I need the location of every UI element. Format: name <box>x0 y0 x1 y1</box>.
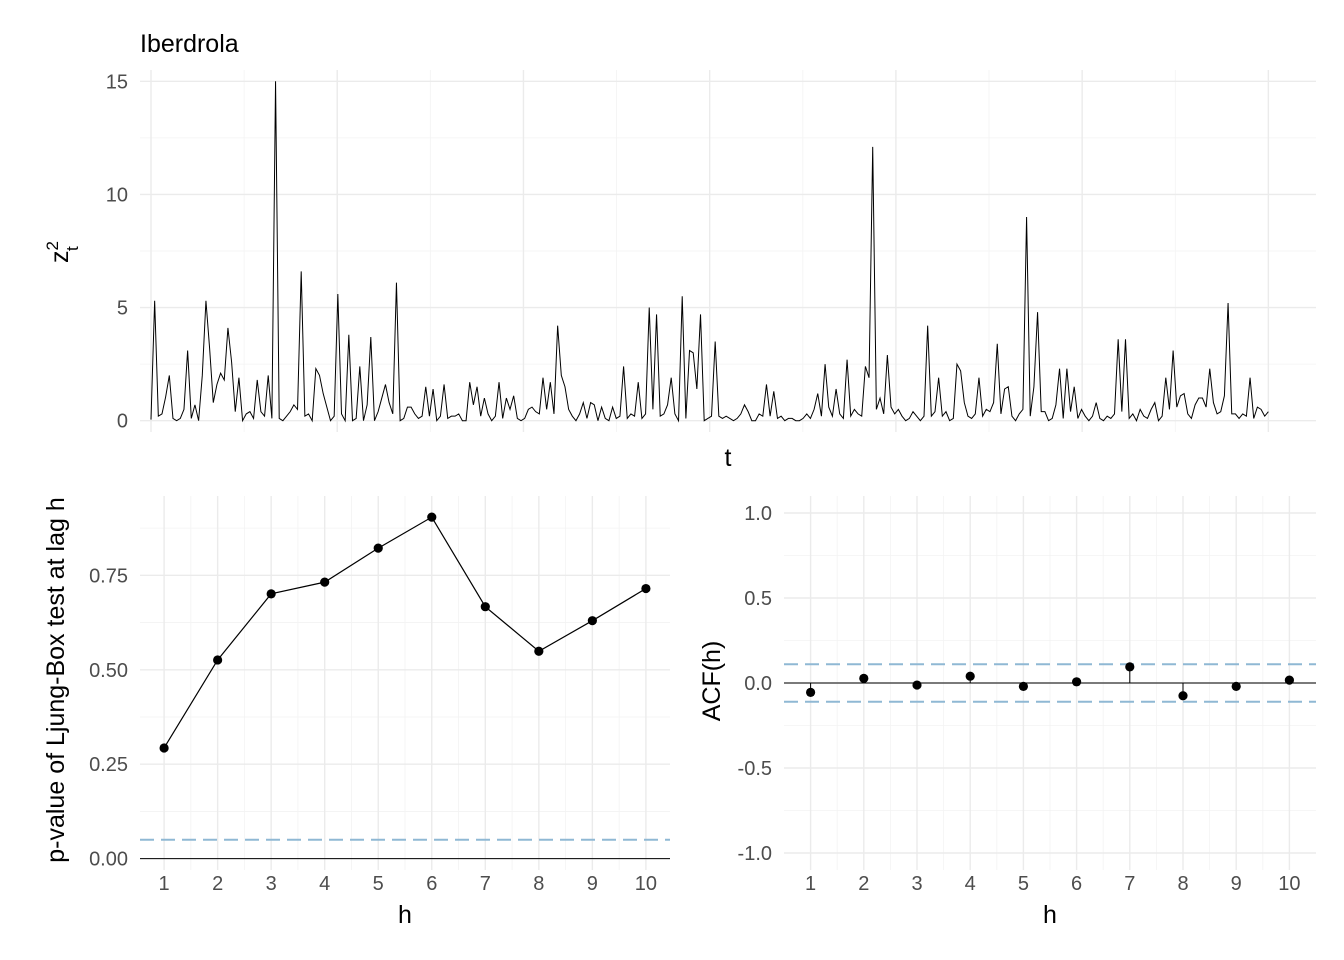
ljung-point <box>213 655 223 665</box>
ljung-x-tick-label: 6 <box>426 873 437 895</box>
ljung-x-tick-label: 7 <box>480 873 491 895</box>
ljung-x-tick-label: 1 <box>159 873 170 895</box>
chart-title: Iberdrola <box>140 30 239 58</box>
acf-point <box>806 687 816 697</box>
ljung-panel: 0.00 0.25 0.50 0.75 1 2 3 4 5 6 7 8 9 10 h p-value o… <box>42 496 670 929</box>
acf-point <box>1018 681 1028 692</box>
acf-point <box>912 680 922 690</box>
acf-point <box>1072 677 1082 687</box>
ljung-x-tick-label: 9 <box>587 873 598 895</box>
acf-y-tick-label: -1.0 <box>738 843 772 865</box>
acf-x-tick-label: 5 <box>1018 873 1029 895</box>
acf-x-tick-label: 8 <box>1177 873 1188 895</box>
ljung-y-tick-label: 0.75 <box>89 565 128 587</box>
ljung-point <box>427 512 437 522</box>
ljung-point <box>480 602 490 612</box>
top-y-tick-label: 15 <box>106 71 128 93</box>
acf-marks <box>784 662 1316 703</box>
ljung-series-line <box>163 516 647 749</box>
acf-y-tick-label: -0.5 <box>738 758 772 780</box>
acf-x-tick-label: 2 <box>858 873 869 895</box>
acf-panel: -1.0 -0.5 0.0 0.5 1.0 1 2 3 4 5 6 7 8 9 10 h ACF(h) <box>698 496 1316 929</box>
ljung-x-tick-label: 8 <box>533 873 544 895</box>
ljung-point <box>373 543 383 553</box>
top-series-line <box>150 81 1269 423</box>
acf-point <box>1284 675 1294 685</box>
ljung-y-tick-label: 0.25 <box>89 754 128 776</box>
ljung-y-tick-label: 0.50 <box>89 660 128 682</box>
ljung-gridlines <box>140 496 670 870</box>
ljung-x-tick-label: 5 <box>373 873 384 895</box>
ljung-point <box>534 646 544 656</box>
acf-y-tick-label: 0.5 <box>744 588 772 610</box>
acf-x-tick-label: 4 <box>965 873 976 895</box>
acf-y-tick-label: 1.0 <box>744 503 772 525</box>
acf-x-tick-label: 10 <box>1278 873 1300 895</box>
ljung-point <box>320 577 330 587</box>
top-x-axis-title: t <box>725 444 732 472</box>
ljung-x-tick-label: 3 <box>266 873 277 895</box>
ljung-marks <box>140 512 670 860</box>
ljung-y-tick-labels: 0.00 0.25 0.50 0.75 <box>89 565 128 870</box>
acf-y-axis-title: ACF(h) <box>698 641 726 722</box>
top-y-axis-sub: t <box>63 246 82 251</box>
ljung-y-tick-label: 0.00 <box>89 849 128 871</box>
ljung-point <box>641 583 651 594</box>
top-gridlines <box>140 70 1316 432</box>
acf-y-tick-label: 0.0 <box>744 673 772 695</box>
top-y-axis-sup: 2 <box>43 241 62 250</box>
ljung-point <box>266 589 276 599</box>
acf-x-tick-label: 9 <box>1231 873 1242 895</box>
acf-point <box>1125 662 1135 672</box>
top-y-tick-label: 10 <box>106 184 128 206</box>
top-y-axis-title: z2t <box>43 241 82 263</box>
ljung-x-tick-labels: 1 2 3 4 5 6 7 8 9 10 <box>159 873 658 895</box>
top-y-tick-label: 0 <box>117 411 128 433</box>
acf-x-tick-label: 1 <box>805 873 816 895</box>
top-y-tick-label: 5 <box>117 298 128 320</box>
acf-point <box>859 673 869 684</box>
acf-x-tick-label: 3 <box>911 873 922 895</box>
acf-y-tick-labels: -1.0 -0.5 0.0 0.5 1.0 <box>738 503 772 865</box>
acf-x-tick-labels: 1 2 3 4 5 6 7 8 9 10 <box>805 873 1300 895</box>
ljung-x-axis-title: h <box>398 901 412 929</box>
top-y-axis-title-text: z2t <box>43 241 82 263</box>
ljung-x-tick-label: 4 <box>319 873 330 895</box>
acf-point <box>1178 691 1188 701</box>
acf-x-tick-label: 6 <box>1071 873 1082 895</box>
ljung-x-tick-label: 2 <box>212 873 223 895</box>
ljung-y-axis-title: p-value of Ljung-Box test at lag h <box>42 497 70 863</box>
top-y-tick-labels: 0 5 10 15 <box>106 71 128 432</box>
ljung-x-tick-label: 10 <box>635 873 657 895</box>
acf-point <box>965 671 975 681</box>
ljung-point <box>159 743 169 753</box>
acf-x-axis-title: h <box>1043 901 1057 929</box>
acf-point <box>1231 681 1241 692</box>
acf-x-tick-label: 7 <box>1124 873 1135 895</box>
top-y-axis-base: z <box>46 250 74 263</box>
ljung-point <box>587 616 597 626</box>
